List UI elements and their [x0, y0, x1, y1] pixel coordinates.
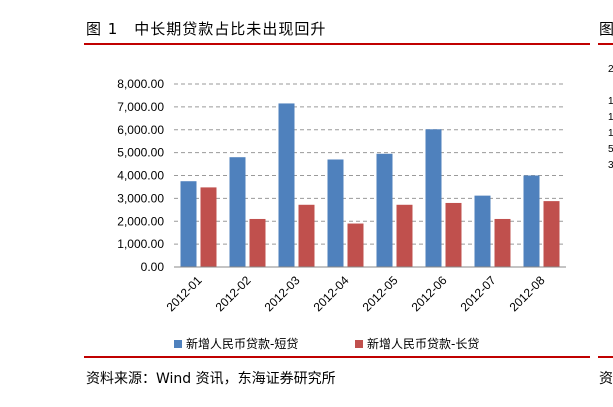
- long-term-loan-bar: [445, 202, 462, 267]
- adjacent-chart-fragment: 5: [608, 144, 613, 155]
- figure-title: 图 1 中长期贷款占比未出现回升: [86, 20, 327, 38]
- y-tick-label: 6,000.00: [117, 123, 164, 137]
- legend-swatch: [355, 340, 363, 348]
- y-tick-label: 4,000.00: [117, 169, 164, 183]
- adjacent-chart-fragment: 1: [608, 112, 613, 123]
- legend-swatch: [174, 340, 182, 348]
- long-term-loan-bar: [200, 187, 217, 267]
- legend-label: 新增人民币贷款-长贷: [367, 336, 479, 351]
- x-axis-tick-labels: 2012-01 2012-02 2012-03 2012-04 2012-05 2012-…: [164, 273, 548, 314]
- y-tick-label: 0.00: [141, 260, 165, 274]
- short-term-loan-bar: [278, 103, 295, 267]
- long-term-loan-bar: [396, 204, 413, 267]
- x-tick-label: 2012-06: [409, 273, 450, 314]
- x-tick-label: 2012-05: [360, 273, 401, 314]
- x-tick-label: 2012-02: [213, 273, 254, 314]
- legend: 新增人民币贷款-短贷 新增人民币贷款-长贷: [174, 336, 479, 351]
- short-term-loan-bar: [180, 181, 197, 267]
- short-term-loan-bar: [523, 175, 540, 267]
- long-term-loan-bar: [543, 201, 560, 267]
- x-tick-label: 2012-03: [262, 273, 303, 314]
- long-term-loan-bar: [298, 204, 315, 267]
- adjacent-figure-title-fragment: 图: [599, 20, 613, 38]
- short-term-loan-bar: [376, 153, 393, 267]
- x-tick-label: 2012-08: [507, 273, 548, 314]
- adjacent-chart-fragments: 2 1 1 1 5 3: [608, 64, 613, 171]
- x-tick-label: 2012-04: [311, 273, 352, 314]
- short-term-loan-bar: [474, 195, 491, 267]
- y-axis-tick-labels: 0.00 1,000.00 2,000.00 3,000.00 4,000.00 5,00…: [117, 77, 164, 274]
- adjacent-chart-fragment: 1: [608, 128, 613, 139]
- y-tick-label: 7,000.00: [117, 100, 164, 114]
- adjacent-chart-fragment: 2: [608, 64, 613, 75]
- x-tick-label: 2012-07: [458, 273, 499, 314]
- adjacent-chart-fragment: 3: [608, 160, 613, 171]
- y-tick-label: 8,000.00: [117, 77, 164, 91]
- adjacent-source-fragment: 资: [599, 371, 613, 387]
- short-term-loan-bar: [425, 129, 442, 267]
- bars: [180, 103, 560, 267]
- y-tick-label: 2,000.00: [117, 214, 164, 228]
- long-term-loan-bar: [347, 223, 364, 267]
- y-tick-label: 3,000.00: [117, 191, 164, 205]
- long-term-loan-bar: [249, 218, 266, 267]
- short-term-loan-bar: [327, 159, 344, 267]
- legend-label: 新增人民币贷款-短贷: [186, 336, 298, 351]
- adjacent-chart-fragment: 1: [608, 96, 613, 107]
- y-tick-label: 5,000.00: [117, 146, 164, 160]
- x-tick-label: 2012-01: [164, 273, 205, 314]
- source-note: 资料来源：Wind 资讯，东海证券研究所: [86, 371, 336, 387]
- long-term-loan-bar: [494, 218, 511, 267]
- short-term-loan-bar: [229, 157, 246, 267]
- y-tick-label: 1,000.00: [117, 237, 164, 251]
